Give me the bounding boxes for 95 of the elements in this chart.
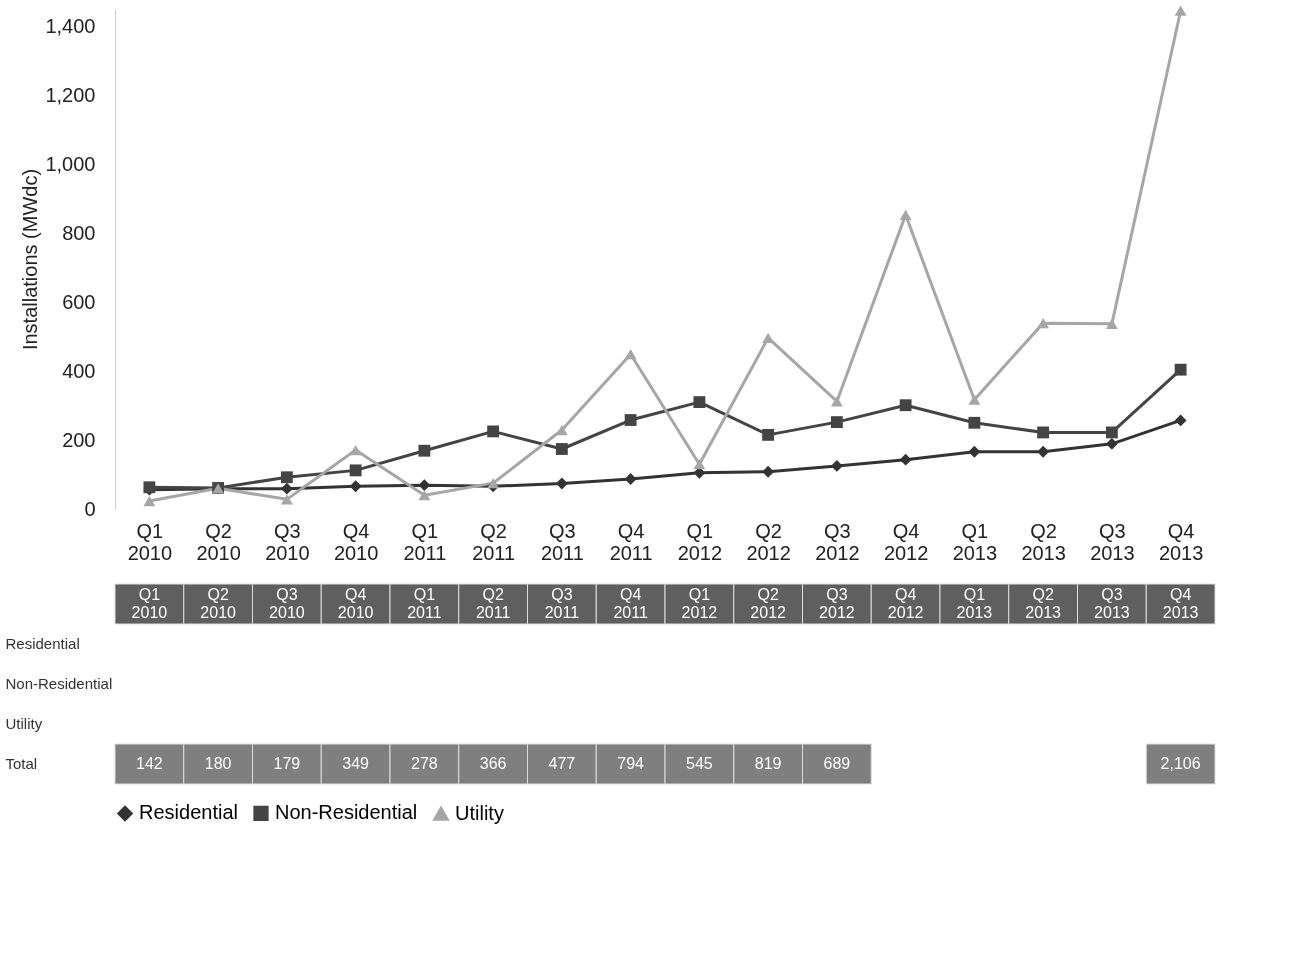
point — [624, 473, 637, 485]
category-label: Q1 2013 — [952, 519, 998, 564]
point — [487, 478, 500, 489]
point — [899, 453, 912, 466]
point — [624, 349, 637, 360]
point — [1037, 445, 1050, 458]
point — [693, 396, 706, 409]
text: 477 — [548, 755, 576, 772]
category-label: Q3 2012 — [815, 519, 860, 564]
y-tick-label: 800 — [62, 221, 96, 244]
point — [899, 399, 912, 412]
category-label: Q1 2011 — [403, 519, 447, 564]
point — [693, 459, 706, 470]
y-tick-label: 600 — [62, 290, 96, 313]
point — [1174, 5, 1187, 16]
x-tick-label: Q4 2010 — [337, 586, 374, 621]
point — [968, 394, 981, 405]
text: 278 — [411, 755, 438, 772]
category-label: Q2 2010 — [196, 519, 241, 564]
point — [1105, 437, 1118, 450]
y-tick-label: 200 — [62, 428, 96, 451]
text: Non-Residential — [5, 675, 113, 692]
point — [349, 464, 362, 477]
text: 366 — [479, 755, 507, 772]
point — [1174, 414, 1187, 427]
legend-label: Non-Residential — [275, 801, 418, 824]
x-tick-label: Q3 2010 — [269, 586, 305, 621]
point — [1037, 318, 1050, 329]
category-label: Q1 2012 — [677, 519, 723, 564]
point — [1037, 426, 1050, 439]
x-tick-label: Q4 2012 — [887, 586, 924, 621]
x-tick-label: Q1 2012 — [681, 586, 718, 621]
point — [1105, 318, 1118, 329]
category-label: Q2 2011 — [472, 519, 516, 564]
point — [280, 471, 293, 484]
text: 179 — [273, 755, 301, 772]
text: 545 — [686, 755, 713, 772]
x-tick-label: Q2 2013 — [1025, 586, 1062, 621]
point — [1174, 363, 1187, 376]
point — [830, 416, 843, 429]
text: Total — [5, 755, 38, 772]
point — [418, 490, 431, 501]
y-tick-label: 1,200 — [45, 83, 96, 106]
category-label: Q4 2011 — [609, 519, 653, 564]
category-label: Q4 2012 — [883, 519, 929, 564]
x-tick-label: Q3 2011 — [544, 586, 580, 621]
text: 819 — [754, 755, 782, 772]
category-label: Q3 2010 — [265, 519, 310, 564]
text: 794 — [617, 755, 644, 772]
category-label: Q2 2013 — [1021, 519, 1066, 564]
text: Utility — [5, 715, 43, 732]
x-tick-label: Q2 2011 — [475, 586, 511, 621]
point — [487, 425, 500, 438]
text: 180 — [204, 755, 232, 772]
legend-label: Utility — [455, 801, 504, 824]
point — [968, 416, 981, 429]
point — [624, 414, 637, 426]
category-label: Q4 2013 — [1158, 519, 1204, 564]
x-tick-label: Q1 2013 — [956, 586, 993, 621]
x-tick-label: Q4 2013 — [1162, 586, 1199, 621]
point — [1105, 426, 1118, 439]
point — [762, 465, 775, 478]
legend-label: Residential — [139, 801, 238, 824]
x-tick-label: Q2 2012 — [750, 586, 787, 621]
point — [899, 209, 912, 220]
y-tick-label: 1,400 — [45, 14, 96, 37]
category-label: Q4 2010 — [333, 519, 379, 564]
category-label: Q3 2011 — [540, 519, 584, 564]
y-tick-label: 1,000 — [45, 152, 96, 175]
x-tick-label: Q1 2010 — [131, 586, 168, 621]
text: 2,106 — [1160, 755, 1201, 772]
point — [762, 428, 775, 441]
y-tick-label: 400 — [62, 359, 96, 382]
point — [349, 444, 362, 456]
x-tick-label: Q4 2011 — [613, 586, 648, 621]
category-label: Q3 2013 — [1090, 519, 1135, 564]
y-axis-title: Installations (MWdc) — [19, 168, 42, 351]
text: Residential — [5, 635, 80, 652]
x-tick-label: Q1 2011 — [407, 586, 442, 621]
text: 142 — [136, 755, 163, 772]
category-label: Q2 2012 — [746, 519, 791, 564]
point — [143, 495, 156, 507]
x-tick-label: Q3 2013 — [1094, 586, 1130, 621]
x-tick-label: Q3 2012 — [819, 586, 855, 621]
point — [555, 477, 568, 490]
point — [830, 396, 843, 407]
text: 689 — [823, 755, 851, 772]
category-label: Q1 2010 — [127, 519, 173, 564]
point — [280, 494, 293, 505]
x-tick-label: Q2 2010 — [200, 586, 237, 621]
text: 349 — [342, 755, 369, 772]
point — [418, 444, 431, 457]
y-tick-label: 0 — [84, 497, 96, 520]
point — [555, 443, 568, 455]
point — [968, 445, 981, 458]
